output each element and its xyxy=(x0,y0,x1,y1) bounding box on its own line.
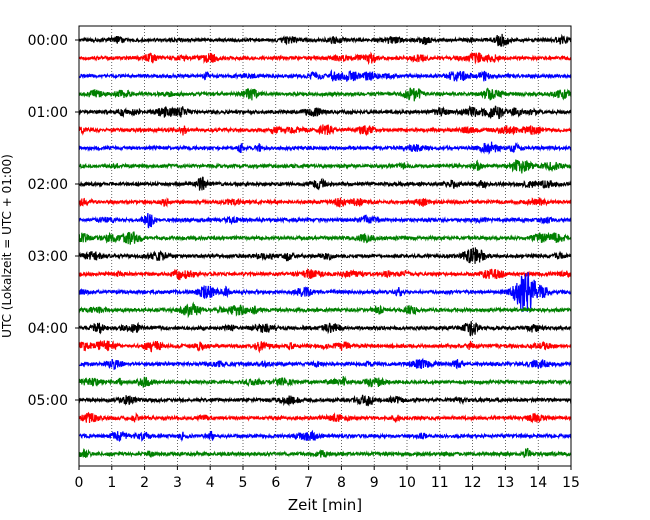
trace-0030 xyxy=(78,69,572,82)
grid-lines xyxy=(111,26,539,466)
x-tick-label: 0 xyxy=(75,475,84,491)
y-tick-label: 04:00 xyxy=(28,321,68,337)
x-tick-label: 8 xyxy=(337,475,346,491)
trace-0430 xyxy=(78,357,572,371)
trace-0245 xyxy=(78,231,572,245)
trace-0045 xyxy=(78,87,572,102)
trace-0315 xyxy=(78,267,572,281)
trace-0500 xyxy=(78,394,572,407)
x-tick-label: 15 xyxy=(562,475,580,491)
y-axis-ticks: 00:00 01:00 02:00 03:00 04:00 05:00 xyxy=(28,33,79,409)
trace-0130 xyxy=(78,141,572,155)
x-axis-ticks: 0 1 2 3 4 5 6 7 8 9 10 11 12 13 14 15 xyxy=(75,466,580,491)
trace-0400 xyxy=(78,321,572,337)
x-axis-label: Zeit [min] xyxy=(288,496,362,514)
trace-0145 xyxy=(78,159,572,174)
x-tick-label: 2 xyxy=(140,475,149,491)
x-tick-label: 5 xyxy=(239,475,248,491)
seismic-traces xyxy=(78,33,572,458)
trace-0515 xyxy=(78,411,572,424)
trace-0000 xyxy=(78,33,572,48)
y-tick-label: 03:00 xyxy=(28,249,68,265)
trace-0230 xyxy=(78,212,572,229)
trace-0330 xyxy=(78,272,572,313)
trace-0300 xyxy=(78,247,572,264)
y-tick-label: 02:00 xyxy=(28,177,68,193)
y-tick-label: 00:00 xyxy=(28,33,68,49)
plot-frame xyxy=(78,25,572,467)
x-tick-label: 7 xyxy=(304,475,313,491)
x-tick-label: 10 xyxy=(398,475,416,491)
trace-0345 xyxy=(78,301,572,319)
trace-0530 xyxy=(78,429,572,443)
trace-0200 xyxy=(78,176,572,191)
x-tick-label: 1 xyxy=(107,475,116,491)
x-tick-label: 14 xyxy=(529,475,547,491)
trace-0215 xyxy=(78,196,572,208)
x-tick-label: 6 xyxy=(271,475,280,491)
trace-0545 xyxy=(78,447,572,458)
x-tick-label: 3 xyxy=(173,475,182,491)
x-tick-label: 13 xyxy=(496,475,514,491)
trace-0445 xyxy=(78,375,572,389)
trace-0115 xyxy=(78,124,572,137)
x-tick-label: 11 xyxy=(431,475,449,491)
y-axis-label: UTC (Lokalzeit = UTC + 01:00) xyxy=(0,154,14,338)
y-tick-label: 05:00 xyxy=(28,393,68,409)
x-tick-label: 12 xyxy=(464,475,482,491)
trace-0100 xyxy=(78,105,572,120)
trace-0015 xyxy=(78,51,572,66)
trace-0415 xyxy=(78,339,572,354)
x-tick-label: 4 xyxy=(206,475,215,491)
y-tick-label: 01:00 xyxy=(28,105,68,121)
x-tick-label: 9 xyxy=(370,475,379,491)
